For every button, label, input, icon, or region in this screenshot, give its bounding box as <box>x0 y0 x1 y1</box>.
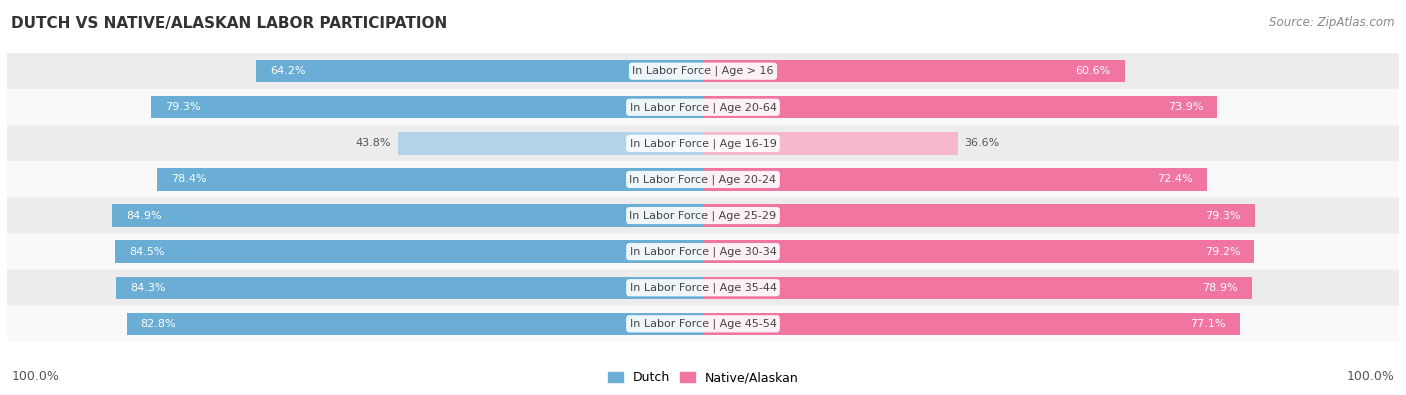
Text: 79.3%: 79.3% <box>165 102 201 112</box>
Text: 36.6%: 36.6% <box>965 138 1000 149</box>
Text: In Labor Force | Age 35-44: In Labor Force | Age 35-44 <box>630 282 776 293</box>
FancyBboxPatch shape <box>7 89 1399 125</box>
Bar <box>127 312 703 335</box>
FancyBboxPatch shape <box>7 270 1399 306</box>
Text: In Labor Force | Age 20-24: In Labor Force | Age 20-24 <box>630 174 776 185</box>
Bar <box>703 204 1256 227</box>
Text: 78.4%: 78.4% <box>172 175 207 184</box>
Text: 84.3%: 84.3% <box>131 283 166 293</box>
Text: In Labor Force | Age 25-29: In Labor Force | Age 25-29 <box>630 210 776 221</box>
Text: 77.1%: 77.1% <box>1189 319 1226 329</box>
Text: In Labor Force | Age 45-54: In Labor Force | Age 45-54 <box>630 318 776 329</box>
Text: In Labor Force | Age 20-64: In Labor Force | Age 20-64 <box>630 102 776 113</box>
FancyBboxPatch shape <box>7 198 1399 233</box>
Text: 60.6%: 60.6% <box>1076 66 1111 76</box>
Bar <box>703 312 1240 335</box>
Text: 100.0%: 100.0% <box>11 370 59 383</box>
Text: 84.9%: 84.9% <box>127 211 162 220</box>
Bar <box>157 168 703 191</box>
Bar <box>256 60 703 83</box>
Text: Source: ZipAtlas.com: Source: ZipAtlas.com <box>1270 16 1395 29</box>
Text: 82.8%: 82.8% <box>141 319 176 329</box>
Text: 72.4%: 72.4% <box>1157 175 1192 184</box>
Text: 79.2%: 79.2% <box>1205 246 1240 257</box>
Bar <box>703 168 1206 191</box>
FancyBboxPatch shape <box>7 125 1399 162</box>
Text: In Labor Force | Age 16-19: In Labor Force | Age 16-19 <box>630 138 776 149</box>
Bar <box>115 241 703 263</box>
FancyBboxPatch shape <box>7 162 1399 198</box>
Text: 100.0%: 100.0% <box>1347 370 1395 383</box>
Text: DUTCH VS NATIVE/ALASKAN LABOR PARTICIPATION: DUTCH VS NATIVE/ALASKAN LABOR PARTICIPAT… <box>11 16 447 31</box>
Bar <box>703 276 1253 299</box>
FancyBboxPatch shape <box>7 53 1399 89</box>
Text: 73.9%: 73.9% <box>1168 102 1204 112</box>
Text: 84.5%: 84.5% <box>129 246 165 257</box>
Bar <box>398 132 703 154</box>
Legend: Dutch, Native/Alaskan: Dutch, Native/Alaskan <box>607 371 799 384</box>
Bar <box>117 276 703 299</box>
Text: In Labor Force | Age > 16: In Labor Force | Age > 16 <box>633 66 773 77</box>
Text: 78.9%: 78.9% <box>1202 283 1239 293</box>
Bar <box>150 96 703 118</box>
Bar <box>703 132 957 154</box>
Bar <box>703 96 1218 118</box>
Text: In Labor Force | Age 30-34: In Labor Force | Age 30-34 <box>630 246 776 257</box>
FancyBboxPatch shape <box>7 233 1399 270</box>
Bar <box>112 204 703 227</box>
FancyBboxPatch shape <box>7 306 1399 342</box>
Text: 43.8%: 43.8% <box>356 138 391 149</box>
Text: 79.3%: 79.3% <box>1205 211 1241 220</box>
Text: 64.2%: 64.2% <box>270 66 305 76</box>
Bar <box>703 60 1125 83</box>
Bar <box>703 241 1254 263</box>
